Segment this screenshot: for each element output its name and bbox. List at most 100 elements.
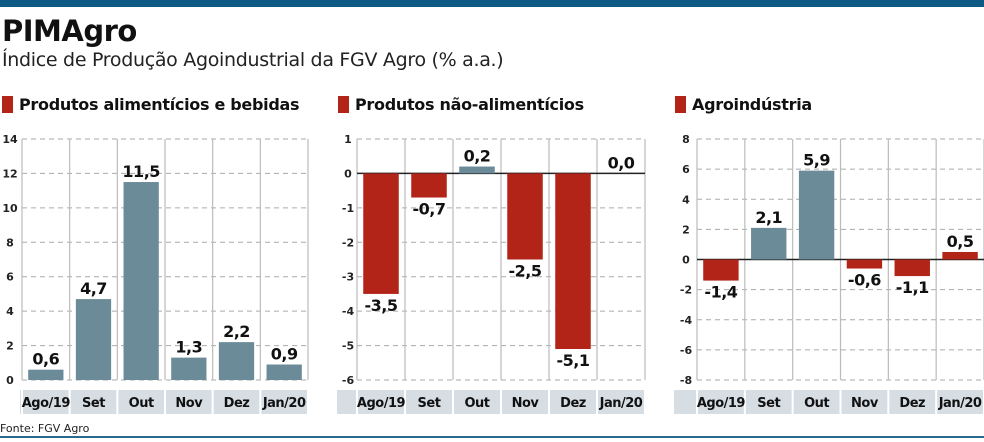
category-band-blank <box>337 390 356 414</box>
x-tick-label: Dez <box>899 396 925 411</box>
legend-square <box>675 96 686 113</box>
y-tick-label: -2 <box>342 236 354 249</box>
category-band-cell <box>118 390 164 414</box>
y-tick-label: 2 <box>682 223 690 236</box>
page-title: PIMAgro <box>2 14 137 48</box>
page-subtitle: Índice de Produção Agoindustrial da FGV … <box>2 49 504 71</box>
bar-Out <box>459 166 495 174</box>
data-label: -2,5 <box>509 262 542 281</box>
bar-Out <box>123 182 159 380</box>
category-band-cell <box>698 390 744 414</box>
category-band-blank <box>674 390 696 414</box>
data-label: 1,3 <box>175 338 202 357</box>
category-band-cell <box>454 390 500 414</box>
category-band-cell <box>358 390 404 414</box>
bar-Set <box>751 227 787 260</box>
x-tick-label: Nov <box>851 396 879 411</box>
category-band-cell <box>937 390 983 414</box>
source-note: Fonte: FGV Agro <box>0 422 90 435</box>
bar-Nov <box>846 259 883 269</box>
y-tick-label: 2 <box>6 340 14 353</box>
chart-title-text: Produtos alimentícios e bebidas <box>19 95 300 114</box>
x-tick-label: Set <box>82 396 105 411</box>
data-label: -5,1 <box>557 351 590 370</box>
y-tick-label: 8 <box>682 133 690 146</box>
y-tick-label: 6 <box>6 271 14 284</box>
bar-Nov <box>507 173 543 260</box>
bar-Dez <box>218 342 255 380</box>
y-tick-label: -1 <box>342 202 354 215</box>
bar-Out <box>798 170 835 260</box>
bar-Dez <box>894 259 930 277</box>
y-tick-label: -4 <box>680 314 693 327</box>
category-band-cell <box>406 390 452 414</box>
category-band-cell <box>745 390 792 414</box>
y-tick-label: 4 <box>682 193 690 206</box>
data-label: -3,5 <box>365 296 398 315</box>
data-label: 0,6 <box>32 350 59 369</box>
category-band-cell <box>166 390 212 414</box>
bar-Ago/19 <box>703 259 739 281</box>
category-band-cell <box>23 390 69 414</box>
x-tick-label: Ago/19 <box>357 396 406 411</box>
y-tick-label: -5 <box>342 340 354 353</box>
data-label: -1,4 <box>704 283 737 302</box>
y-tick-label: 6 <box>682 163 690 176</box>
chart-title-text: Produtos não-alimentícios <box>355 95 584 114</box>
y-tick-label: -6 <box>342 374 355 387</box>
data-label: 0,9 <box>271 345 298 364</box>
x-tick-label: Out <box>129 396 154 411</box>
category-band-cell <box>793 390 840 414</box>
category-band-cell <box>598 390 644 414</box>
x-tick-label: Dez <box>224 396 250 411</box>
data-label: 0,2 <box>464 147 491 166</box>
data-label: -0,7 <box>413 200 446 219</box>
category-band-cell <box>550 390 596 414</box>
bar-Ago/19 <box>363 173 399 294</box>
y-tick-label: -2 <box>680 284 692 297</box>
legend-square <box>338 96 349 113</box>
y-tick-label: 8 <box>6 236 14 249</box>
bar-Jan/20 <box>942 251 978 260</box>
bar-Nov <box>171 357 207 380</box>
y-tick-label: 1 <box>344 133 352 146</box>
data-label: 5,9 <box>803 151 830 170</box>
data-label: 4,7 <box>80 279 107 298</box>
x-tick-label: Ago/19 <box>22 396 71 411</box>
y-tick-label: 4 <box>6 305 14 318</box>
bar-Jan/20 <box>266 364 302 380</box>
chart-title-text: Agroindústria <box>692 95 812 114</box>
bar-Dez <box>555 173 591 350</box>
x-tick-label: Out <box>804 396 829 411</box>
x-tick-label: Nov <box>175 396 203 411</box>
bar-Set <box>411 173 447 198</box>
x-tick-label: Dez <box>560 396 586 411</box>
category-band-cell <box>502 390 548 414</box>
y-tick-label: 0 <box>344 167 352 180</box>
x-tick-label: Jan/20 <box>599 396 643 411</box>
chart-title-3: Agroindústria <box>675 95 812 114</box>
chart-title-1: Produtos alimentícios e bebidas <box>2 95 300 114</box>
x-tick-label: Out <box>464 396 489 411</box>
y-tick-label: 12 <box>2 167 17 180</box>
category-band-cell <box>841 390 888 414</box>
category-band-cell <box>70 390 117 414</box>
y-tick-label: 14 <box>2 133 18 146</box>
data-label: 0,0 <box>608 153 635 172</box>
bar-Ago/19 <box>28 369 64 380</box>
bar-Set <box>75 299 112 380</box>
y-tick-label: -3 <box>342 271 354 284</box>
category-band-blank <box>20 390 21 414</box>
data-label: -1,1 <box>896 278 929 297</box>
category-band-cell <box>889 390 936 414</box>
x-tick-label: Nov <box>512 396 540 411</box>
y-tick-label: -8 <box>680 374 692 387</box>
data-label: 0,5 <box>947 232 974 251</box>
y-tick-label: -6 <box>680 344 693 357</box>
y-tick-label: 0 <box>6 374 14 387</box>
y-tick-label: 10 <box>2 202 18 215</box>
legend-square <box>2 96 13 113</box>
x-tick-label: Jan/20 <box>262 396 306 411</box>
bottom-bar <box>0 436 984 438</box>
